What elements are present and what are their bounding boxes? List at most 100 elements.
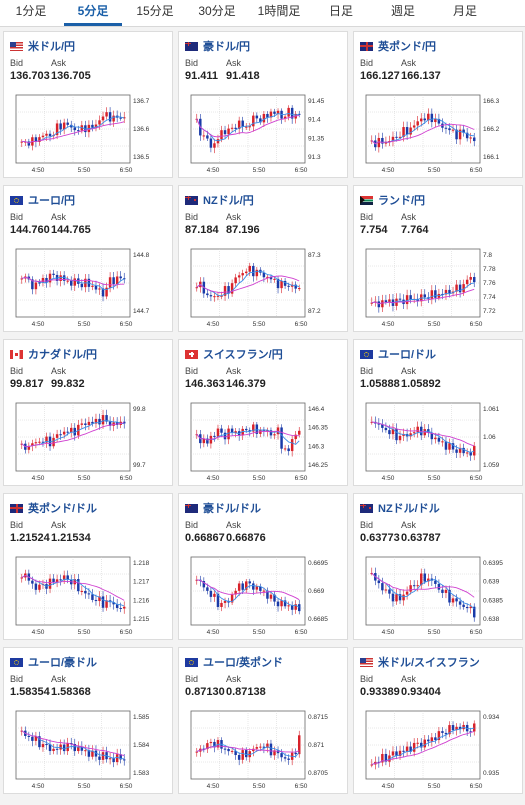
y-tick-label: 7.8 — [483, 252, 492, 259]
price-chart[interactable]: 7.8 7.78 7.76 7.74 7.72 4:50 5:50 6:50 — [354, 243, 522, 333]
rate-card[interactable]: NZドル/ドル Bid Ask 0.63773 0.63787 0.6395 0.639 0.… — [353, 493, 523, 640]
rate-card[interactable]: 米ドル/円 Bid Ask 136.703 136.705 136.7 136.6 136.5… — [3, 31, 173, 178]
currency-pair-label[interactable]: 英ポンド/ドル — [28, 503, 98, 515]
price-chart[interactable]: 1.061 1.06 1.059 4:50 5:50 6:50 — [354, 397, 522, 487]
currency-pair-label[interactable]: 米ドル/円 — [28, 41, 76, 53]
candle — [241, 428, 244, 436]
candle — [458, 726, 462, 730]
candle — [108, 421, 112, 426]
currency-pair-label[interactable]: 米ドル/スイスフラン — [378, 657, 480, 669]
rate-card[interactable]: ユーロ/英ポンド Bid Ask 0.87130 0.87138 0.8715 0.871 0… — [178, 647, 348, 794]
candle — [294, 752, 297, 755]
price-chart[interactable]: 144.8 144.7 4:50 5:50 6:50 — [4, 243, 172, 333]
tab-4[interactable]: 30分足 — [186, 0, 248, 26]
candle — [244, 581, 248, 590]
rate-card[interactable]: 米ドル/スイスフラン Bid Ask 0.93389 0.93404 0.934 0.935… — [353, 647, 523, 794]
candle — [73, 427, 77, 436]
y-tick-label: 7.78 — [483, 266, 496, 273]
price-chart[interactable]: 136.7 136.6 136.5 4:50 5:50 6:50 — [4, 89, 172, 179]
rate-card[interactable]: カナダドル/円 Bid Ask 99.817 99.832 99.8 99.7 4:50 5:5… — [3, 339, 173, 486]
currency-pair-label[interactable]: ユーロ/英ポンド — [203, 657, 284, 669]
x-tick-label: 6:50 — [120, 475, 133, 482]
candle — [77, 746, 80, 752]
tab-7[interactable]: 週足 — [372, 0, 434, 26]
rate-card[interactable]: 豪ドル/円 Bid Ask 91.411 91.418 91.45 91.4 91.35 91.… — [178, 31, 348, 178]
tab-3[interactable]: 15分足 — [124, 0, 186, 26]
currency-pair-label[interactable]: ユーロ/円 — [28, 195, 76, 207]
ask-label: Ask — [226, 366, 242, 376]
rate-card[interactable]: ユーロ/ドル Bid Ask 1.05888 1.05892 1.061 1.06 1.059… — [353, 339, 523, 486]
rate-card[interactable]: ユーロ/豪ドル Bid Ask 1.58354 1.58368 1.585 1.584 1.5… — [3, 647, 173, 794]
tab-5[interactable]: 1時間足 — [248, 0, 310, 26]
currency-pair-label[interactable]: NZドル/円 — [203, 195, 254, 207]
tab-2[interactable]: 5分足 — [62, 0, 124, 26]
rate-card[interactable]: ランド/円 Bid Ask 7.754 7.764 7.8 7.78 7.76 7.74 7.72… — [353, 185, 523, 332]
long-ma-line — [196, 114, 300, 138]
timeframe-tabs: 1分足 5分足 15分足 30分足 1時間足 日足 週足 月足 — [0, 0, 525, 27]
rate-card[interactable]: スイスフラン/円 Bid Ask 146.363 146.379 146.4 146.35 1… — [178, 339, 348, 486]
candle — [458, 129, 462, 140]
y-tick-label: 87.2 — [308, 308, 321, 315]
candle — [395, 428, 398, 441]
candle — [297, 113, 301, 115]
candle — [213, 435, 216, 437]
price-chart[interactable]: 166.3 166.2 166.1 4:50 5:50 6:50 — [354, 89, 522, 179]
candle — [472, 137, 476, 142]
price-chart[interactable]: 146.4 146.35 146.3 146.25 4:50 5:50 6:50 — [179, 397, 347, 487]
currency-pair-label[interactable]: 豪ドル/円 — [203, 41, 251, 53]
currency-pair-label[interactable]: スイスフラン/円 — [203, 349, 283, 361]
price-chart[interactable]: 91.45 91.4 91.35 91.3 4:50 5:50 6:50 — [179, 89, 347, 179]
tab-6[interactable]: 日足 — [310, 0, 372, 26]
currency-pair-label[interactable]: 豪ドル/ドル — [203, 503, 262, 515]
price-values: 91.411 91.418 — [185, 70, 345, 84]
rate-card[interactable]: ユーロ/円 Bid Ask 144.760 144.765 144.8 144.7 4:50 5… — [3, 185, 173, 332]
y-tick-label: 1.218 — [133, 560, 150, 567]
price-chart[interactable]: 87.3 87.2 4:50 5:50 6:50 — [179, 243, 347, 333]
price-chart[interactable]: 99.8 99.7 4:50 5:50 6:50 — [4, 397, 172, 487]
price-chart[interactable]: 0.6695 0.669 0.6685 4:50 5:50 6:50 — [179, 551, 347, 641]
x-tick-label: 6:50 — [295, 629, 308, 636]
rate-card[interactable]: NZドル/円 Bid Ask 87.184 87.196 87.3 87.2 4:50 5:50… — [178, 185, 348, 332]
currency-pair-label[interactable]: ランド/円 — [378, 195, 426, 207]
candle — [20, 577, 24, 579]
candle — [412, 125, 416, 128]
rate-card[interactable]: 豪ドル/ドル Bid Ask 0.66867 0.66876 0.6695 0.669 0.6… — [178, 493, 348, 640]
currency-pair-label[interactable]: ユーロ/ドル — [378, 349, 437, 361]
tab-8[interactable]: 月足 — [434, 0, 496, 26]
short-ma-line — [21, 730, 125, 760]
candle — [384, 753, 388, 762]
bid-value: 0.93389 — [360, 686, 400, 698]
candle — [248, 581, 252, 584]
x-tick-label: 6:50 — [295, 475, 308, 482]
candle — [469, 137, 472, 139]
candle — [388, 430, 391, 435]
rate-card[interactable]: 英ポンド/ドル Bid Ask 1.21524 1.21534 1.218 1.217 1.2… — [3, 493, 173, 640]
tab-1[interactable]: 1分足 — [0, 0, 62, 26]
rate-card[interactable]: 英ポンド/円 Bid Ask 166.127 166.137 166.3 166.2 166.… — [353, 31, 523, 178]
x-tick-label: 6:50 — [120, 783, 133, 790]
candle — [213, 593, 216, 597]
candle — [45, 133, 48, 136]
candle — [41, 744, 45, 748]
currency-pair-label[interactable]: NZドル/ドル — [378, 503, 440, 515]
price-chart[interactable]: 1.218 1.217 1.216 1.215 4:50 5:50 6:50 — [4, 551, 172, 641]
candle — [266, 430, 269, 432]
price-chart[interactable]: 0.6395 0.639 0.6385 0.638 4:50 5:50 6:50 — [354, 551, 522, 641]
price-chart[interactable]: 1.585 1.584 1.583 4:50 5:50 6:50 — [4, 705, 172, 795]
currency-pair-label[interactable]: カナダドル/円 — [28, 349, 98, 361]
candle — [398, 136, 402, 138]
candle — [38, 137, 41, 142]
currency-pair-label[interactable]: 英ポンド/円 — [378, 41, 437, 53]
x-tick-label: 5:50 — [253, 475, 266, 482]
price-values: 99.817 99.832 — [10, 378, 170, 392]
price-chart[interactable]: 0.934 0.935 4:50 5:50 6:50 — [354, 705, 522, 795]
y-tick-label: 99.8 — [133, 406, 146, 413]
price-values: 144.760 144.765 — [10, 224, 170, 238]
price-chart[interactable]: 0.8715 0.871 0.8705 4:50 5:50 6:50 — [179, 705, 347, 795]
candle — [52, 748, 55, 752]
candle — [48, 273, 52, 283]
card-header: 英ポンド/ドル — [10, 501, 97, 515]
ask-label: Ask — [51, 58, 67, 68]
y-tick-label: 91.4 — [308, 117, 321, 124]
currency-pair-label[interactable]: ユーロ/豪ドル — [28, 657, 98, 669]
